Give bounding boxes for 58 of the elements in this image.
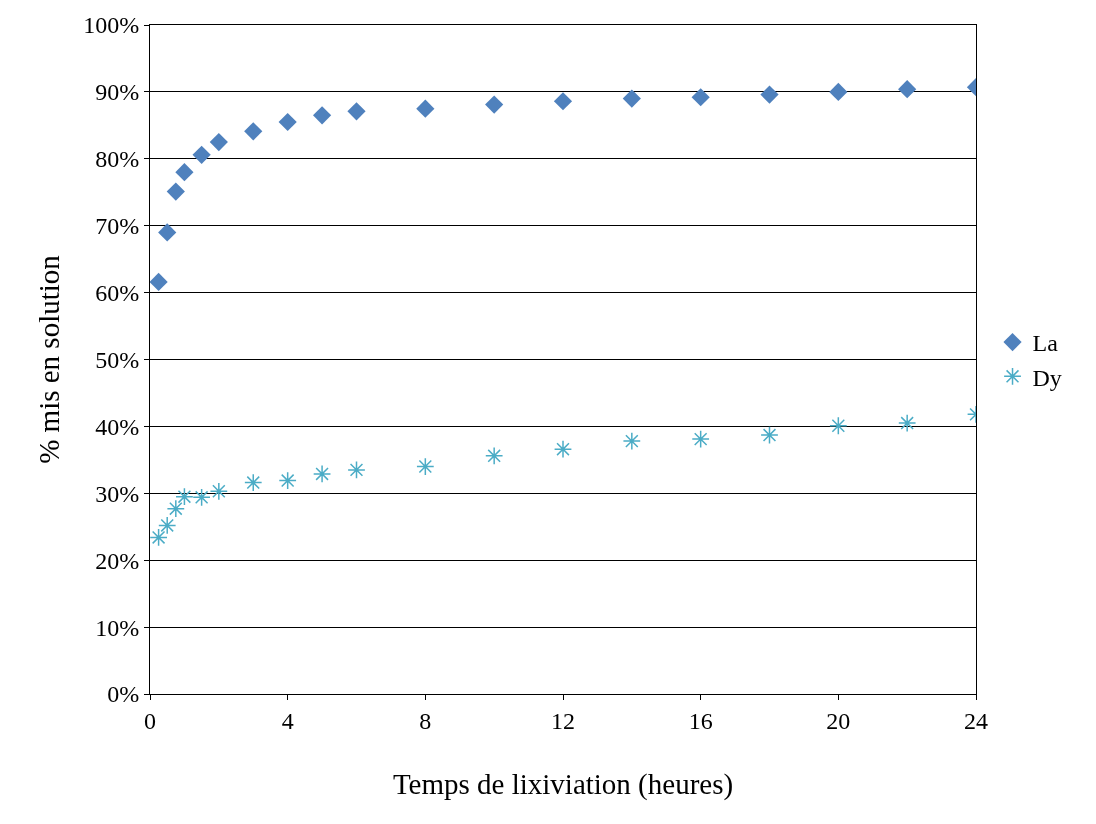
legend-label: Dy [1032,364,1062,391]
point [416,457,435,476]
point [278,471,297,490]
point [898,80,917,99]
point [150,528,168,547]
point [485,446,504,465]
y-tick-label: 40% [95,413,140,440]
point [485,95,504,114]
y-tick-label: 10% [95,614,140,641]
x-tick-label: 24 [964,707,988,734]
y-tick-label: 80% [95,146,140,173]
point [278,112,297,132]
y-axis-title: % mis en solution [32,254,65,464]
point [209,482,228,501]
point [553,92,573,111]
point [175,163,194,182]
y-tick-label: 50% [95,346,140,373]
point [175,487,194,506]
legend-label: La [1032,330,1059,357]
point [244,473,263,492]
point [192,488,211,507]
point [166,182,185,201]
point [553,440,573,459]
point [691,88,710,107]
point [898,413,917,433]
point [829,416,848,435]
y-tick-label: 70% [95,213,140,240]
x-tick-label: 8 [419,707,432,734]
y-tick-label: 90% [95,79,140,106]
x-tick-label: 12 [551,707,575,734]
point [760,425,779,445]
point [150,272,168,291]
point [166,499,185,518]
y-tick-label: 100% [83,12,140,39]
point [416,99,435,118]
point [192,145,211,164]
point [691,429,710,449]
point [829,82,848,101]
point [347,102,366,121]
y-tick-label: 0% [107,681,140,708]
x-tick-label: 4 [281,707,294,734]
x-tick-label: 20 [826,707,851,734]
point [622,431,641,451]
y-tick-label: 30% [95,480,140,507]
point [158,516,177,535]
y-tick-label: 60% [95,280,140,306]
point [244,122,263,141]
point [622,89,641,108]
y-tick-label: 20% [95,547,140,574]
point [312,464,332,484]
x-tick-label: 0 [144,707,156,734]
point [760,85,779,104]
x-tick-label: 16 [688,707,713,734]
point [347,460,366,480]
x-axis-title: Temps de lixiviation (heures) [392,767,734,801]
point [158,223,177,242]
point [209,132,228,152]
point [312,106,332,125]
